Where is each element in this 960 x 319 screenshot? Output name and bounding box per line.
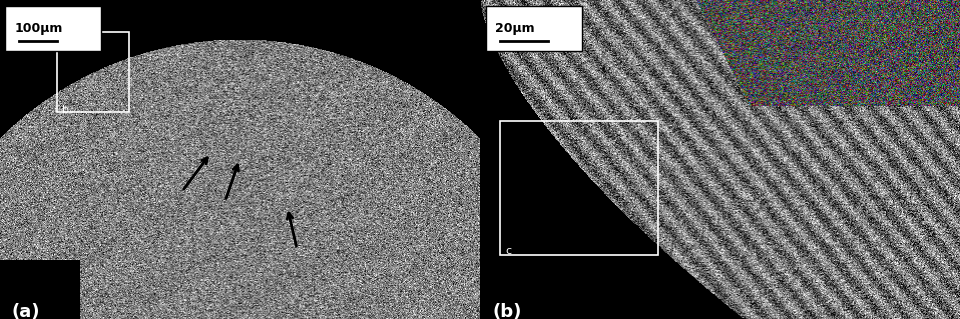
FancyBboxPatch shape xyxy=(486,6,582,51)
FancyBboxPatch shape xyxy=(5,6,101,51)
Bar xyxy=(58,32,130,112)
Text: (b): (b) xyxy=(492,303,522,319)
Text: b: b xyxy=(62,105,69,115)
Text: c: c xyxy=(505,246,511,256)
Bar xyxy=(500,121,659,255)
Text: (a): (a) xyxy=(12,303,40,319)
Text: 20μm: 20μm xyxy=(495,22,535,35)
Text: 100μm: 100μm xyxy=(14,22,62,35)
